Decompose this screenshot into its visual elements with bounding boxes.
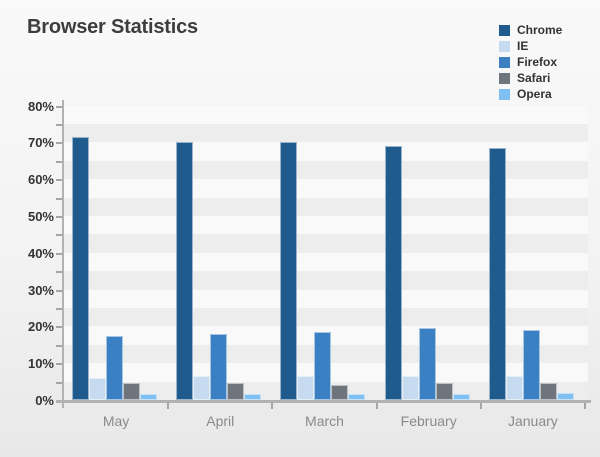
- bar-safari-april: [227, 383, 245, 400]
- x-category-label-may: May: [102, 413, 130, 429]
- y-tick-label: 10%: [27, 356, 54, 372]
- legend-item-safari[interactable]: Safari: [499, 72, 562, 84]
- y-axis-tick: [56, 216, 62, 218]
- y-axis-tick: [56, 142, 62, 145]
- y-tick-label: 20%: [27, 319, 54, 335]
- legend-swatch-icon: [499, 24, 510, 36]
- y-tick-label: 60%: [27, 172, 54, 188]
- y-axis-tick: [56, 326, 62, 329]
- bar-safari-february: [435, 383, 453, 400]
- x-category-label-march: March: [305, 413, 344, 429]
- legend-swatch-icon: [499, 56, 510, 68]
- y-tick-label: 40%: [27, 245, 54, 261]
- x-category-label-april: April: [206, 413, 235, 429]
- grid-stripe: [64, 308, 588, 327]
- y-axis-tick: [56, 271, 62, 274]
- y-axis-tick: [56, 160, 62, 163]
- grid-stripe: [64, 142, 588, 161]
- y-tick-label: 30%: [27, 282, 54, 298]
- bar-opera-april: [244, 394, 262, 400]
- bar-chrome-april: [176, 142, 194, 400]
- bar-ie-may: [89, 377, 106, 400]
- legend-label: IE: [517, 39, 529, 53]
- bar-safari-may: [123, 383, 140, 400]
- bar-safari-january: [539, 383, 557, 400]
- y-axis-tick: [56, 252, 62, 255]
- bar-ie-february: [401, 376, 419, 400]
- legend-item-opera[interactable]: Opera: [499, 88, 562, 100]
- grid-stripe: [64, 216, 588, 235]
- y-tick-label: 0%: [35, 393, 54, 408]
- bar-firefox-january: [522, 330, 540, 400]
- chart-title: Browser Statistics: [27, 16, 198, 38]
- legend-swatch-icon: [499, 88, 510, 100]
- grid-stripe: [64, 197, 588, 216]
- y-axis-tick: [56, 381, 62, 384]
- legend-swatch-icon: [499, 72, 510, 84]
- legend-item-firefox[interactable]: Firefox: [499, 56, 562, 68]
- y-axis-tick: [56, 234, 62, 237]
- legend-label: Safari: [517, 71, 551, 85]
- bar-firefox-april: [210, 333, 228, 400]
- x-axis-tick: [584, 403, 586, 409]
- y-axis-tick: [56, 363, 62, 366]
- y-axis-tick: [56, 197, 62, 200]
- y-axis-tick: [56, 105, 62, 108]
- bar-ie-march: [297, 376, 315, 400]
- y-tick-label: 70%: [27, 135, 54, 151]
- y-axis-tick: [56, 124, 62, 126]
- bar-chrome-january: [488, 147, 506, 400]
- x-axis-tick: [479, 403, 482, 409]
- x-category-label-january: January: [507, 413, 558, 429]
- grid-stripe: [64, 289, 588, 308]
- legend: Chrome IE Firefox Safari Opera: [499, 24, 562, 100]
- bar-firefox-may: [106, 335, 123, 400]
- bar-chrome-may: [72, 136, 89, 400]
- x-axis-tick: [271, 403, 274, 409]
- bar-opera-may: [140, 394, 157, 400]
- bar-firefox-march: [314, 331, 332, 400]
- bar-opera-february: [452, 394, 470, 400]
- legend-item-chrome[interactable]: Chrome: [499, 24, 562, 36]
- y-axis-tick: [56, 289, 62, 292]
- bar-ie-january: [505, 376, 523, 400]
- grid-stripe: [64, 124, 588, 143]
- grid-stripe: [64, 160, 588, 180]
- grid-stripe: [64, 105, 588, 124]
- x-axis-line: [56, 400, 591, 403]
- y-tick-label: 80%: [27, 98, 54, 114]
- grid-stripe: [64, 234, 588, 253]
- legend-label: Chrome: [517, 23, 563, 37]
- legend-swatch-icon: [499, 40, 510, 52]
- bar-safari-march: [331, 385, 349, 400]
- y-axis-tick: [56, 344, 62, 347]
- legend-label: Firefox: [517, 55, 558, 69]
- y-axis-tick: [56, 179, 62, 182]
- grid-stripe: [64, 271, 588, 290]
- bar-opera-march: [348, 394, 366, 400]
- bar-chrome-march: [280, 142, 298, 400]
- legend-label: Opera: [517, 87, 552, 101]
- bar-opera-january: [556, 392, 574, 400]
- x-category-label-february: February: [400, 413, 457, 429]
- grid-stripe: [64, 252, 588, 272]
- y-axis-tick: [56, 308, 62, 310]
- bar-ie-april: [193, 376, 211, 400]
- legend-item-ie[interactable]: IE: [499, 40, 562, 52]
- y-axis-line: [62, 100, 64, 408]
- x-axis-tick: [167, 403, 170, 409]
- bar-firefox-february: [418, 328, 436, 400]
- bar-chrome-february: [384, 146, 402, 400]
- grid-stripe: [64, 179, 588, 198]
- x-axis-tick: [375, 403, 378, 409]
- y-tick-label: 50%: [27, 209, 54, 224]
